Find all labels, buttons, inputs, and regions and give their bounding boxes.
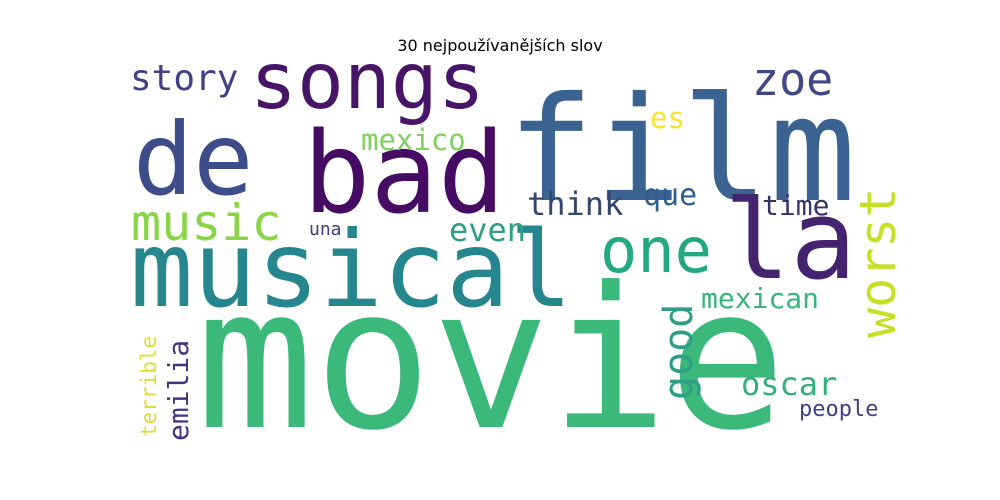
word-terrible: terrible xyxy=(137,336,161,437)
word-movie: movie xyxy=(196,246,786,474)
word-de: de xyxy=(133,101,253,218)
word-emilia: emilia xyxy=(162,340,195,441)
word-zoe: zoe xyxy=(752,53,833,106)
word-music: music xyxy=(131,194,282,252)
word-es: es xyxy=(650,101,685,135)
word-mexico: mexico xyxy=(361,123,466,157)
word-even: even xyxy=(449,211,526,249)
word-mexican: mexican xyxy=(701,282,819,315)
chart-title: 30 nejpoužívanějších slov xyxy=(397,36,603,55)
word-bad: bad xyxy=(303,109,505,239)
word-musical: musical xyxy=(130,209,573,331)
word-one: one xyxy=(600,214,712,287)
word-story: story xyxy=(130,58,238,99)
word-la: la xyxy=(724,176,856,304)
word-worst: worst xyxy=(849,187,907,338)
word-time: time xyxy=(762,189,829,222)
word-film: film xyxy=(507,66,856,235)
word-people: people xyxy=(799,397,878,422)
word-songs: songs xyxy=(250,37,485,127)
word-que: que xyxy=(643,178,697,213)
word-good: good xyxy=(656,304,702,400)
word-oscar: oscar xyxy=(741,365,837,403)
word-una: una xyxy=(309,219,342,240)
word-think: think xyxy=(527,185,623,223)
